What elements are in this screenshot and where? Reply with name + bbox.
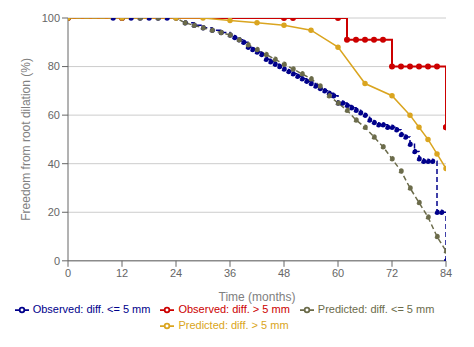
svg-text:0: 0	[65, 267, 71, 279]
html-text:Observed: diff. > 5 mm: Observed: diff. > 5 mm	[178, 302, 290, 315]
svg-text:20: 20	[48, 206, 60, 218]
svg-text:80: 80	[48, 60, 60, 72]
svg-text:60: 60	[332, 267, 344, 279]
svg-text:72: 72	[386, 267, 398, 279]
svg-text:40: 40	[48, 158, 60, 170]
svg-text:100: 100	[42, 12, 60, 24]
svg-text:36: 36	[224, 267, 236, 279]
svg-text:0: 0	[54, 255, 60, 267]
html-text:Predicted: diff. <= 5 mm: Predicted: diff. <= 5 mm	[317, 302, 435, 315]
svg-text:84: 84	[440, 267, 452, 279]
svg-text:24: 24	[170, 267, 182, 279]
html-text:Predicted: diff. > 5 mm: Predicted: diff. > 5 mm	[178, 318, 289, 331]
svg-text:48: 48	[278, 267, 290, 279]
html-text:Observed: diff. <= 5 mm: Observed: diff. <= 5 mm	[32, 302, 151, 315]
svg-text:Freedom from root dilation (%): Freedom from root dilation (%)	[19, 58, 33, 221]
svg-text:12: 12	[116, 267, 128, 279]
svg-text:Time (months): Time (months)	[219, 290, 296, 304]
svg-text:60: 60	[48, 109, 60, 121]
